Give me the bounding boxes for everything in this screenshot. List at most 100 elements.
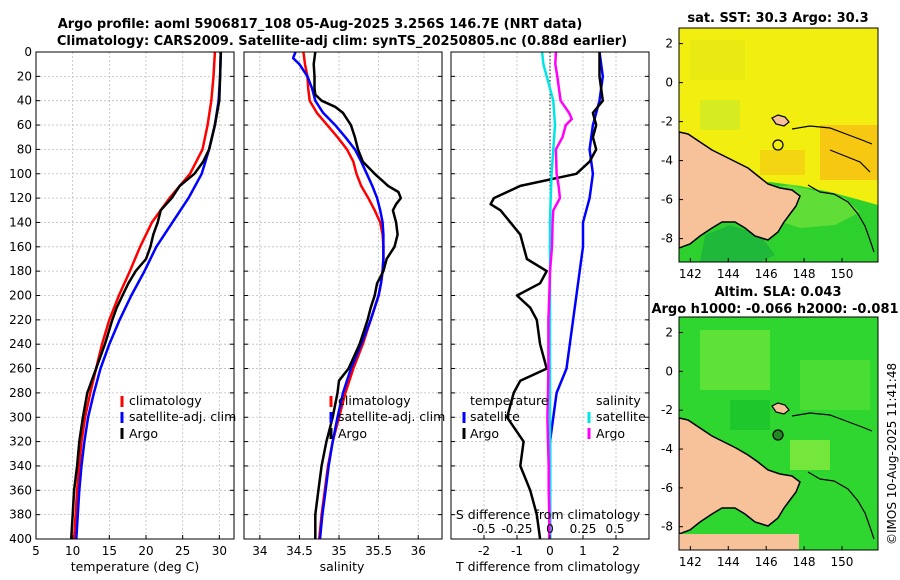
x-tick-label: 15 [102,544,117,558]
temperature-legend: climatology satellite-adj. clim Argo [120,393,236,441]
legend-label-s-satellite: satellite [596,409,646,424]
difference-xlabel-top: S difference from climatology [456,507,641,522]
map-y-tick-label: -8 [661,520,673,534]
difference-legend: temperature satellite Argo salinity sate… [462,393,646,441]
map-y-tick-label: -2 [661,115,673,129]
y-tick-label-depth: 200 [9,289,32,303]
s-tick-label: 0 [546,522,554,536]
x-tick-label: 25 [175,544,190,558]
map-y-tick-label: -4 [661,442,673,456]
y-tick-label-depth: 320 [9,435,32,449]
y-tick-label-depth: 180 [9,264,32,278]
y-tick-label-depth: 240 [9,337,32,351]
sla-field-patch [700,330,770,390]
y-tick-label-depth: 100 [9,167,32,181]
y-tick-label-depth: 0 [24,45,32,59]
series-line-salinity-argo [546,52,574,539]
y-tick-label-depth: 300 [9,410,32,424]
sla-argo-marker [772,429,784,441]
series-line-climatology [302,52,385,539]
map-y-tick-label: -8 [661,232,673,246]
map-x-tick-label: 144 [717,555,740,569]
x-tick-label: 34.5 [286,544,313,558]
legend-label-t-argo: Argo [470,426,499,441]
y-tick-label-depth: 80 [17,142,32,156]
y-tick-label-depth: 280 [9,386,32,400]
difference-xlabel-bottom: T difference from climatology [455,559,641,574]
y-tick-label-depth: 260 [9,362,32,376]
y-tick-label-depth: 160 [9,240,32,254]
map-x-tick-label: 150 [831,267,854,281]
sst-ocean-patch [690,40,745,80]
s-tick-label: 0.5 [605,522,624,536]
map-x-tick-label: 144 [717,267,740,281]
y-tick-label-depth: 20 [17,69,32,83]
difference-top-ticklabels: -0.5 -0.25 0 0.25 0.5 [472,522,624,536]
sla-map-frame [678,316,879,551]
sst-map-title: sat. SST: 30.3 Argo: 30.3 [687,11,868,26]
legend-label-satellite: satellite-adj. clim [129,409,236,424]
sla-field-patch [800,360,870,410]
s-tick-label: -0.5 [472,522,495,536]
y-tick-label-depth: 380 [9,508,32,522]
sst-island-outline [791,125,873,145]
x-tick-label: -2 [478,544,490,558]
map-y-tick-label: 2 [665,326,673,340]
sst-island-outline [807,184,875,253]
y-tick-label-depth: 400 [9,532,32,546]
y-tick-label-depth: 220 [9,313,32,327]
sst-argo-marker [772,139,784,151]
legend-label-climatology: climatology [338,393,411,408]
y-tick-label-depth: 340 [9,459,32,473]
legend-label-s-argo: Argo [596,426,625,441]
sst-ocean-patch [760,150,805,175]
sla-map-title: Altim. SLA: 0.043 [715,285,842,300]
legend-label-argo: Argo [338,426,367,441]
legend-label-climatology: climatology [129,393,202,408]
x-tick-label: 5 [32,544,40,558]
x-tick-label: -1 [511,544,523,558]
map-y-tick-label: 0 [665,76,673,90]
sla-land [679,417,801,535]
map-y-tick-label: -6 [661,481,673,495]
salinity-legend: climatology satellite-adj. clim Argo [329,393,445,441]
x-tick-label: 30 [212,544,227,558]
legend-header-salinity: salinity [596,393,641,408]
map-x-tick-label: 148 [793,267,816,281]
sla-island [771,402,790,415]
y-tick-label-depth: 60 [17,118,32,132]
sst-land [679,131,801,249]
map-x-tick-label: 146 [755,267,778,281]
sst-map: sat. SST: 30.3 Argo: 30.3 142 144 146 148 15… [661,11,879,281]
map-y-tick-label: -2 [661,403,673,417]
series-line-argo [69,52,223,539]
legend-header-temperature: temperature [470,393,549,408]
sla-map-subtitle: Argo h1000: -0.066 h2000: -0.081 [651,302,898,317]
y-tick-label-depth: 140 [9,215,32,229]
sla-land-block [679,534,799,550]
x-tick-label: 35.5 [365,544,392,558]
series-line-climatology [72,52,217,539]
map-x-tick-label: 142 [679,267,702,281]
x-tick-label: 34 [252,544,267,558]
x-tick-label: 36 [411,544,426,558]
temperature-xlabel: temperature (deg C) [71,559,200,574]
sst-island [771,114,790,127]
sla-map: Altim. SLA: 0.043 Argo h1000: -0.066 h20… [651,285,898,569]
s-tick-label: 0.25 [570,522,597,536]
x-tick-label: 2 [612,544,620,558]
map-x-tick-label: 148 [793,555,816,569]
map-y-tick-label: -6 [661,193,673,207]
series-line-argo [312,52,403,539]
sla-island-outline [791,412,873,432]
temperature-panel: 5 10 15 20 25 3002040608010012014016018020022… [9,45,236,574]
salinity-panel: 34 34.5 35 35.5 36 salinity climatology sate… [243,51,445,574]
title-line-2: Climatology: CARS2009. Satellite-adj cli… [57,34,627,49]
watermark: ©IMOS 10-Aug-2025 11:41:48 [885,363,899,545]
x-tick-label: 35 [331,544,346,558]
y-tick-label-depth: 360 [9,483,32,497]
map-y-tick-label: 0 [665,364,673,378]
salinity-xlabel: salinity [320,559,365,574]
s-tick-label: -0.25 [501,522,532,536]
